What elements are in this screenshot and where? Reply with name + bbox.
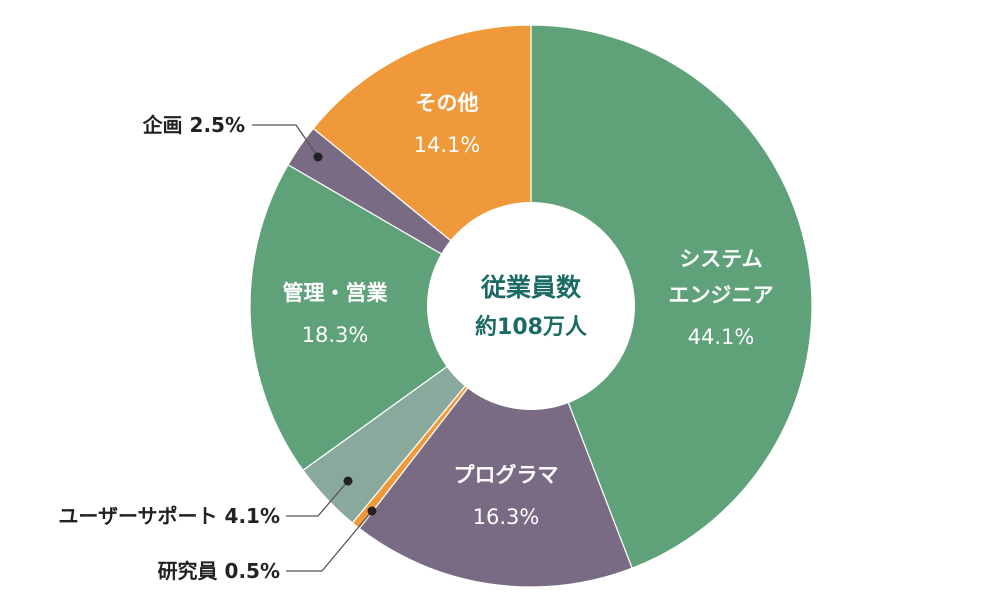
slice-label-management-sales: 管理・営業: [283, 281, 389, 305]
slice-label-user-support: ユーザーサポート 4.1%: [58, 504, 280, 528]
center-subtitle: 約108万人: [475, 314, 587, 340]
center-hole: [427, 202, 635, 410]
leader-line-planning: [252, 124, 319, 158]
center-title: 従業員数: [480, 273, 582, 302]
slice-label-other: その他: [416, 91, 479, 115]
slice-label-system-engineer: システム: [679, 247, 762, 271]
leader-line-user-support: [286, 480, 349, 517]
slice-value-management-sales: 18.3%: [302, 323, 369, 347]
leader-dot-researcher: [367, 506, 377, 516]
slice-value-programmer: 16.3%: [473, 505, 540, 529]
leader-line-researcher: [286, 510, 373, 572]
slice-label-system-engineer: エンジニア: [669, 283, 774, 307]
slice-label-researcher: 研究員 0.5%: [158, 559, 280, 583]
slice-label-programmer: プログラマ: [454, 463, 559, 487]
leader-dot-user-support: [343, 476, 353, 486]
slice-management-sales: [249, 163, 533, 472]
slice-programmer: [358, 304, 633, 588]
slice-value-system-engineer: 44.1%: [688, 325, 755, 349]
leader-dot-planning: [313, 152, 323, 162]
slice-system-engineer: [530, 24, 813, 569]
slice-label-planning: 企画 2.5%: [142, 113, 245, 137]
slice-value-other: 14.1%: [414, 133, 481, 157]
